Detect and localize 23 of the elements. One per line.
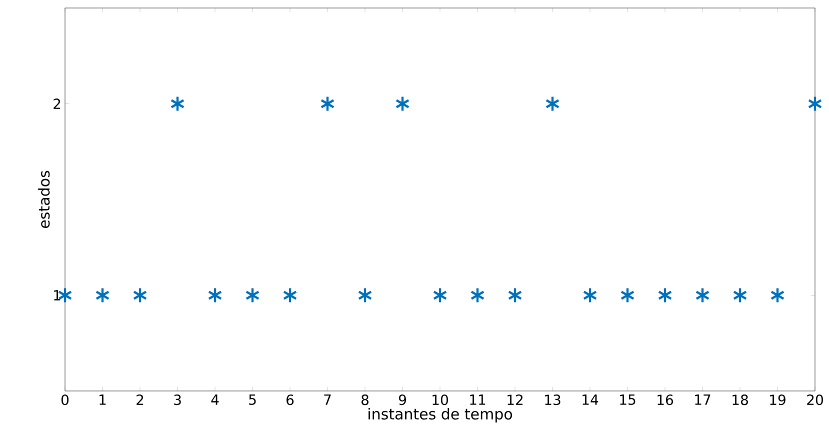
- x-tick-label: 20: [807, 394, 823, 406]
- y-axis-title: estados: [38, 170, 50, 228]
- x-tick-label: 14: [582, 394, 598, 405]
- x-tick-label: 3: [174, 394, 181, 406]
- x-tick-label: 12: [508, 394, 523, 405]
- x-tick-label: 11: [470, 394, 486, 405]
- x-tick-label: 17: [695, 394, 710, 405]
- x-tick-label: 19: [770, 394, 786, 406]
- x-tick-label: 18: [732, 394, 748, 406]
- x-tick-label: 6: [286, 394, 294, 406]
- x-tick-label: 7: [324, 394, 331, 405]
- x-tick-label: 15: [620, 394, 636, 405]
- x-tick-label: 5: [249, 394, 256, 405]
- x-tick-label: 2: [136, 394, 144, 405]
- x-tick-label: 13: [545, 394, 560, 406]
- x-tick-label: 9: [398, 394, 406, 406]
- x-tick-label: 1: [100, 394, 106, 405]
- x-tick-label: 4: [211, 394, 219, 405]
- x-tick-label: 10: [432, 394, 448, 406]
- x-axis-title: instantes de tempo: [368, 408, 512, 422]
- x-tick-label: 0: [61, 394, 69, 406]
- x-tick-label: 8: [362, 394, 369, 406]
- x-tick-label: 16: [658, 394, 674, 406]
